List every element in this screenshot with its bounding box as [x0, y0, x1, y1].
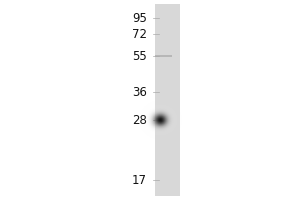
Text: 55: 55: [132, 49, 147, 62]
Bar: [154, 55, 172, 57]
Text: 17: 17: [132, 173, 147, 186]
Text: 95: 95: [132, 11, 147, 24]
Text: 72: 72: [132, 27, 147, 40]
Bar: [154, 4, 180, 196]
Text: 28: 28: [132, 114, 147, 127]
Text: 36: 36: [132, 86, 147, 98]
